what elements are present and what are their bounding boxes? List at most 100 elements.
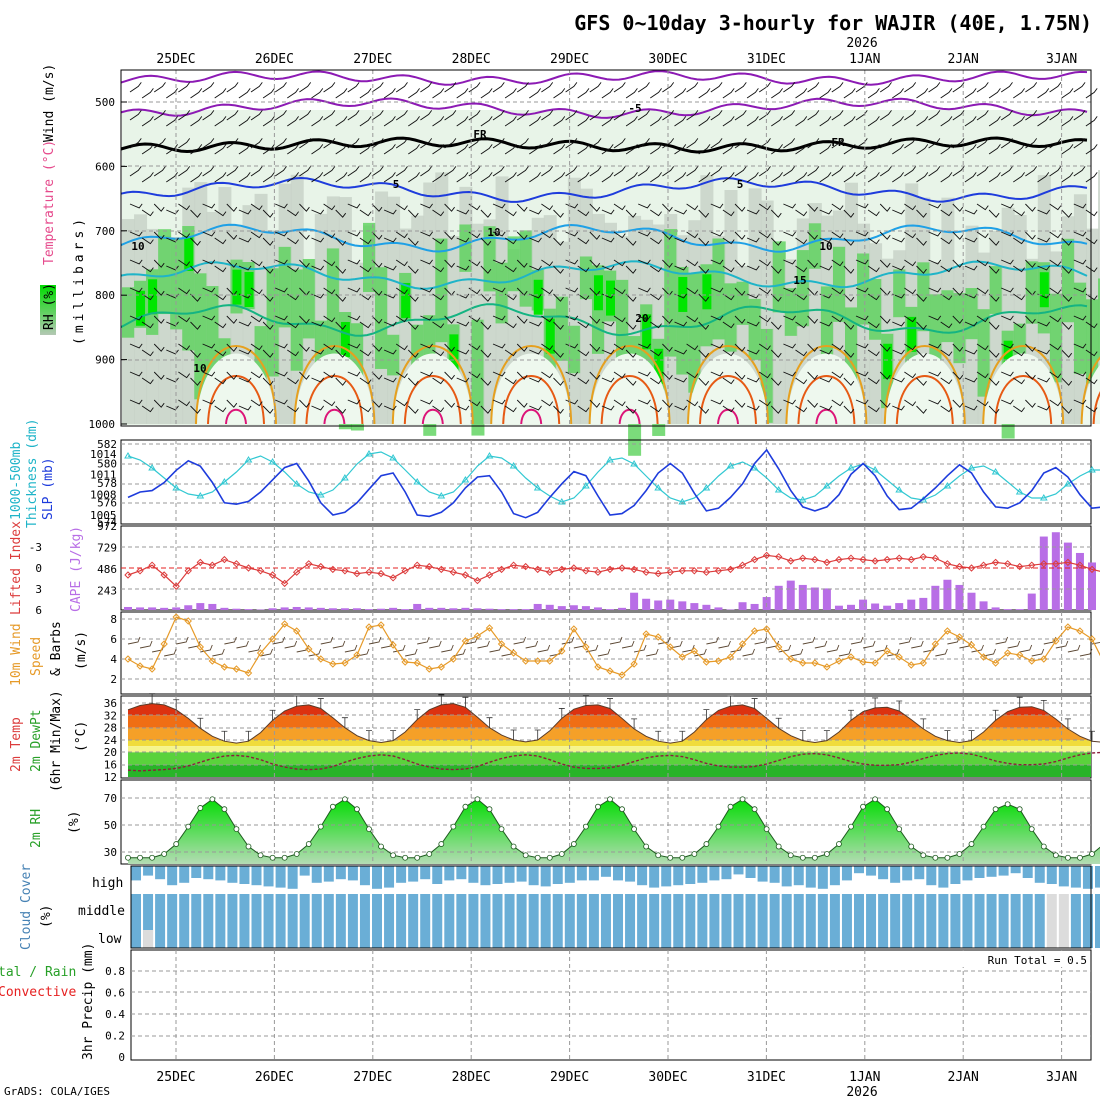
rh2m-marker (354, 806, 360, 813)
rh-moist (688, 273, 702, 393)
wind-barb (407, 405, 419, 414)
rh2m-marker (233, 826, 240, 833)
thickness-tick-576: 576 (97, 497, 117, 510)
wind-barb (468, 82, 481, 93)
top-date-31DEC: 31DEC (747, 52, 786, 67)
wind-barb (589, 399, 601, 408)
wind-barb (202, 287, 216, 293)
wind10-barb (754, 636, 768, 645)
wind-barb (638, 371, 651, 377)
cape-bar (1015, 609, 1024, 610)
wind-barb (770, 377, 782, 386)
cloud-mid-bar (251, 894, 262, 948)
wind-barb (770, 293, 782, 302)
wind-barb (746, 377, 760, 383)
cloud-mid-bar (564, 894, 575, 948)
wind-barb (395, 110, 408, 121)
cloud-mid-bar (854, 894, 864, 948)
wind-barb (577, 209, 590, 217)
li-marker (305, 560, 313, 568)
thickness-marker (726, 462, 735, 469)
precip-label-1: tal / Rain (0, 965, 76, 980)
wind-barb (395, 315, 408, 323)
wind-barb (1000, 166, 1013, 177)
isotherm-35 (520, 408, 543, 425)
wind-barb (831, 138, 844, 149)
rh2m-marker (992, 806, 999, 813)
rh2m-marker (462, 803, 469, 810)
cloud-mid-bar (1058, 894, 1069, 948)
wind-barb (129, 287, 143, 293)
wind-barb (407, 349, 419, 358)
wind-barb (734, 371, 746, 380)
li-marker (955, 562, 964, 571)
wind10-barb (971, 644, 984, 653)
wind-barb (807, 371, 818, 380)
minmax-bar (920, 718, 927, 729)
wind-barb (359, 88, 372, 99)
wind-barb (613, 82, 626, 93)
wind-barb (311, 349, 325, 355)
top-date-25DEC: 25DEC (156, 52, 195, 67)
wind-barb (190, 349, 201, 358)
wind-barb (831, 343, 844, 351)
wind-barb (976, 166, 989, 177)
wind-barb (1073, 82, 1086, 93)
wind-barb (129, 315, 143, 321)
li-marker (1088, 565, 1096, 574)
cloud-mid-bar (1070, 894, 1081, 948)
minmax-bar (703, 709, 710, 720)
wind-barb (420, 166, 433, 177)
wind10-marker (341, 659, 349, 667)
thickness-marker (582, 482, 590, 489)
isotherm-30 (1092, 391, 1100, 425)
wind-barb (577, 405, 590, 413)
cloud-high-bar (359, 866, 370, 886)
wind-barb (311, 88, 324, 99)
wind-barb (613, 371, 626, 379)
li-marker (811, 555, 819, 564)
cloud-mid-bar (841, 894, 852, 948)
wind-barb (843, 293, 855, 302)
wind-barb (565, 110, 578, 121)
wind-barb (771, 172, 783, 183)
minmax-bar (799, 730, 806, 741)
cloud-mid-bar (926, 894, 937, 948)
bottom-date-31DEC: 31DEC (747, 1070, 786, 1085)
top-date-27DEC: 27DEC (353, 52, 392, 67)
rh-moist (302, 258, 316, 339)
wind-barb (988, 209, 1000, 218)
wind-barb (226, 82, 239, 93)
wind-barb (238, 349, 252, 355)
wind10-marker (991, 659, 1000, 667)
wind-barb (226, 138, 239, 149)
isotherm-label: 20 (635, 312, 648, 325)
wind10-marker (365, 623, 373, 631)
wind-barb (553, 265, 564, 274)
wind10-barb (139, 640, 153, 649)
cloud-level-high: high (92, 876, 123, 891)
rh2m-marker (884, 806, 891, 813)
wind-barb (1061, 116, 1074, 127)
wind-barb (516, 231, 528, 240)
wind-barb (722, 88, 735, 99)
wind-barb (456, 349, 470, 355)
wind-barb (867, 321, 880, 329)
wind-barb (746, 116, 759, 127)
wind-barb (674, 265, 688, 271)
rh-moist (158, 229, 172, 315)
thickness-marker (124, 452, 132, 459)
wind-barb (432, 377, 445, 385)
wind-barb (613, 343, 626, 351)
wind-barb (359, 293, 372, 301)
wind-barb (420, 82, 433, 93)
li-marker (473, 576, 482, 585)
wind-barb (299, 399, 310, 408)
wind-barb (1001, 343, 1014, 349)
wind-barb (819, 405, 833, 411)
wind-barb (468, 138, 481, 149)
wind-barb (879, 231, 891, 240)
rh-axis-label: RH (%) (42, 283, 57, 330)
cloud-high-bar (829, 866, 840, 886)
